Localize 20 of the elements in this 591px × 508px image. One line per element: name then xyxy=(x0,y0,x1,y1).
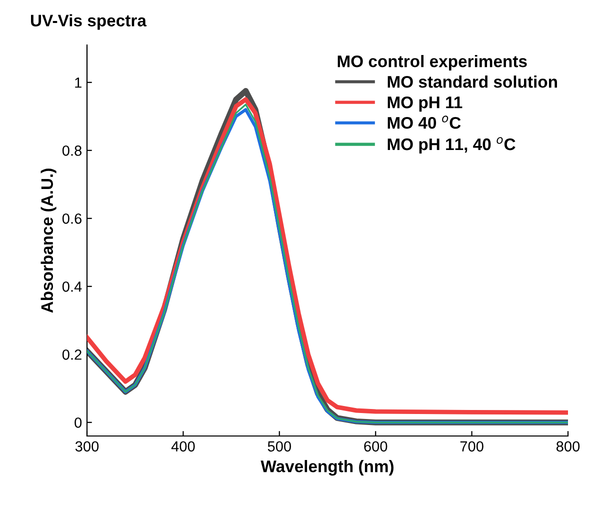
x-tick-label: 600 xyxy=(364,441,388,452)
y-tick-label: 0.2 xyxy=(62,350,82,360)
y-axis-title: Absorbance (A.U.) xyxy=(40,168,56,313)
x-tick-label: 500 xyxy=(268,441,291,452)
x-tick-label: 400 xyxy=(171,441,195,452)
x-tick-label: 700 xyxy=(460,441,484,452)
x-axis-title: Wavelength (nm) xyxy=(260,460,394,476)
x-tick-label: 300 xyxy=(75,441,99,452)
legend-label: MO pH 11, 40 $^{o}$C xyxy=(388,137,516,154)
y-tick-label: 0.8 xyxy=(62,146,82,156)
legend-title: MO control experiments xyxy=(338,55,527,71)
chart-title: UV-Vis spectra xyxy=(31,14,147,30)
legend-label: MO 40 $^{o}$C xyxy=(388,116,461,129)
x-tick-label: 800 xyxy=(556,441,580,452)
y-tick-label: 0 xyxy=(74,418,82,428)
y-tick-label: 0.4 xyxy=(62,282,82,292)
legend-label: MO standard solution xyxy=(388,76,557,88)
y-tick-label: 0.6 xyxy=(62,214,82,224)
legend-label: MO pH 11 xyxy=(388,96,462,112)
y-tick-label: 1 xyxy=(75,78,82,88)
